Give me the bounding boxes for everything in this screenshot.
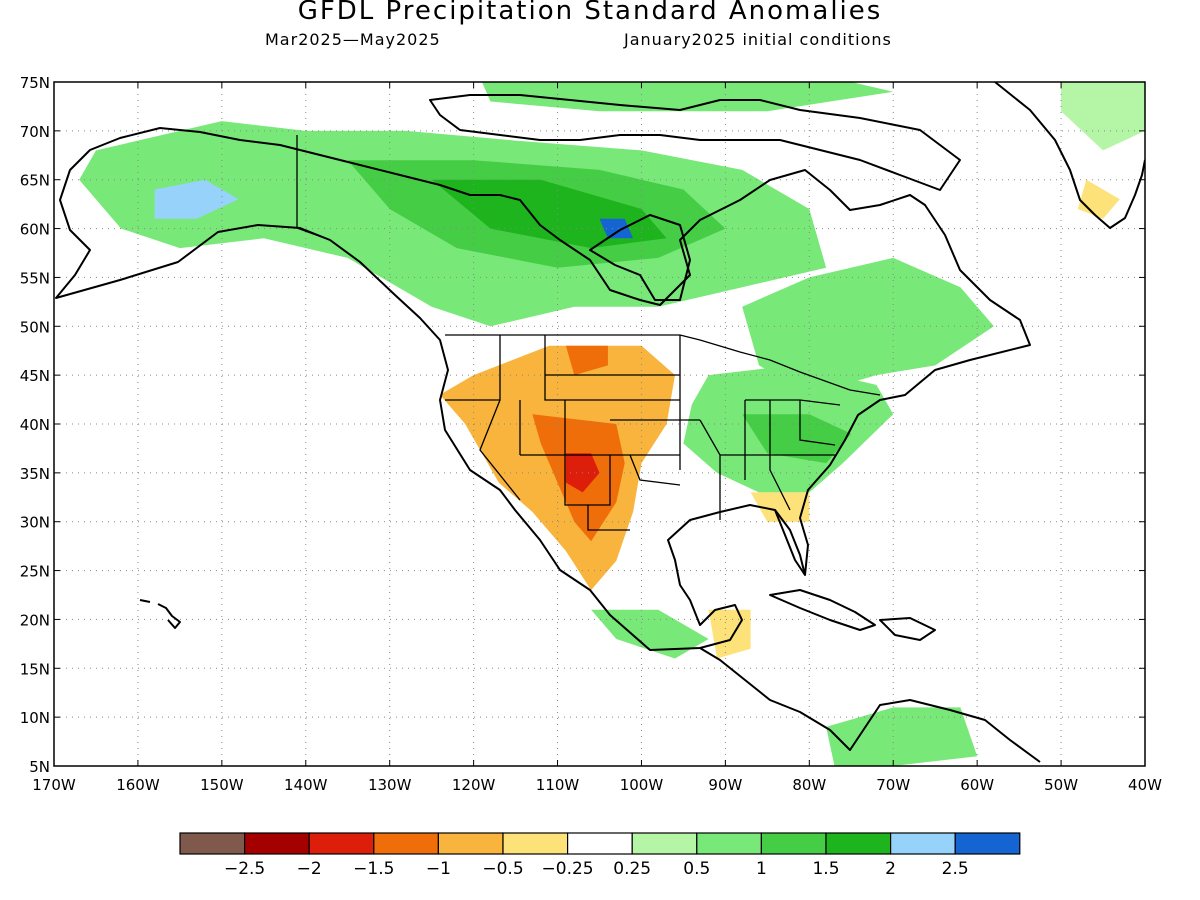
hispaniola-coastline: [879, 617, 936, 641]
colorbar-swatch: [179, 832, 246, 855]
colorbar-labels: −2.5 −2 −1.5 −1 −0.5 −0.25 0.25 0.5 1 1.5 2 2.5: [224, 859, 969, 879]
colorbar: [179, 832, 1021, 855]
political-boundaries: [296, 135, 881, 531]
anomaly-shading: [79, 82, 1145, 766]
greenland-coastline: [994, 82, 1145, 229]
lat-label: 60N: [20, 221, 50, 239]
colorbar-swatch: [566, 832, 633, 855]
lon-label: 50W: [1044, 776, 1078, 794]
initial-conditions: January2025 initial conditions: [624, 30, 892, 49]
lon-label: 100W: [620, 776, 664, 794]
anomaly-region-southeast-dry: [750, 492, 810, 522]
map-title: GFDL Precipitation Standard Anomalies: [297, 0, 883, 26]
lat-label: 25N: [20, 563, 50, 581]
anomaly-region-eastern-canada: [742, 257, 994, 395]
lon-label: 40W: [1128, 776, 1162, 794]
colorbar-label: 0.5: [683, 859, 710, 879]
central-america-coastline: [699, 647, 1041, 763]
lat-label: 55N: [20, 269, 50, 287]
lon-label: 170W: [32, 776, 76, 794]
colorbar-label: −1: [426, 859, 451, 879]
colorbar-swatch: [889, 832, 956, 855]
lat-label: 45N: [20, 367, 50, 385]
lon-label: 60W: [960, 776, 994, 794]
lat-label: 5N: [29, 758, 50, 776]
us-state-lines: [445, 335, 841, 531]
lat-label: 65N: [20, 172, 50, 190]
colorbar-swatch: [437, 832, 504, 855]
longitude-labels: 170W 160W 150W 140W 130W 120W 110W 100W 90W 80W 70…: [32, 82, 1162, 794]
lon-label: 160W: [116, 776, 160, 794]
colorbar-label: −0.25: [542, 859, 594, 879]
colorbar-label: 1: [756, 859, 767, 879]
anomaly-region-hudson-bay-wet: [599, 218, 634, 239]
arctic-islands-coastline: [429, 94, 961, 191]
hudson-bay-coastline: [589, 214, 691, 301]
lon-label: 110W: [536, 776, 580, 794]
lat-label: 70N: [20, 123, 50, 141]
lat-lon-grid: [54, 82, 1145, 766]
anomaly-region-yucatan-dry: [708, 609, 751, 659]
florida-coastline: [774, 509, 806, 576]
cuba-coastline: [769, 589, 876, 631]
anomaly-region-alaska-wet: [154, 179, 239, 219]
north-america-coastline: [55, 127, 1031, 651]
colorbar-label: 0.25: [613, 859, 651, 879]
coastlines: [55, 82, 1145, 763]
lat-label: 75N: [20, 74, 50, 92]
colorbar-swatch: [631, 832, 698, 855]
colorbar-swatch: [308, 832, 375, 855]
lat-label: 40N: [20, 416, 50, 434]
colorbar-label: −1.5: [353, 859, 394, 879]
lon-label: 130W: [368, 776, 412, 794]
lon-label: 90W: [708, 776, 742, 794]
forecast-period: Mar2025—May2025: [265, 30, 441, 49]
anomaly-region-greenland-dry: [1077, 179, 1120, 219]
colorbar-label: 2: [885, 859, 896, 879]
colorbar-label: −2.5: [224, 859, 265, 879]
colorbar-swatch: [373, 832, 439, 855]
latitude-labels: 75N 70N 65N 60N 55N 50N 45N 40N 35N 30N 25N 20N 15N 1…: [20, 74, 1145, 776]
lon-label: 80W: [792, 776, 826, 794]
lon-label: 70W: [876, 776, 910, 794]
colorbar-swatch: [502, 832, 569, 855]
colorbar-label: 1.5: [812, 859, 839, 879]
anomaly-region-montana-dry: [565, 345, 608, 376]
colorbar-swatch: [696, 832, 762, 855]
colorbar-swatch: [825, 832, 892, 855]
colorbar-swatch: [954, 832, 1021, 855]
lon-label: 120W: [452, 776, 496, 794]
anomaly-region-arctic-islands: [482, 82, 894, 112]
lon-label: 140W: [284, 776, 328, 794]
colorbar-swatch: [244, 832, 310, 855]
lat-label: 50N: [20, 318, 50, 336]
colorbar-label: −2: [297, 859, 322, 879]
colorbar-swatch: [760, 832, 827, 855]
colorbar-label: −0.5: [482, 859, 523, 879]
lat-label: 20N: [20, 611, 50, 629]
lon-label: 150W: [200, 776, 244, 794]
lat-label: 10N: [20, 709, 50, 727]
hawaii-coastline: [139, 599, 181, 629]
anomaly-region-greenland-north: [1061, 82, 1145, 151]
lat-label: 30N: [20, 514, 50, 532]
anomaly-region-mexico-south-wet: [591, 609, 709, 659]
lat-label: 35N: [20, 465, 50, 483]
lat-label: 15N: [20, 660, 50, 678]
alaska-canada-border: [296, 135, 331, 241]
colorbar-label: 2.5: [942, 859, 969, 879]
anomaly-region-south-america-wet: [826, 707, 978, 766]
canada-us-border: [445, 334, 881, 396]
